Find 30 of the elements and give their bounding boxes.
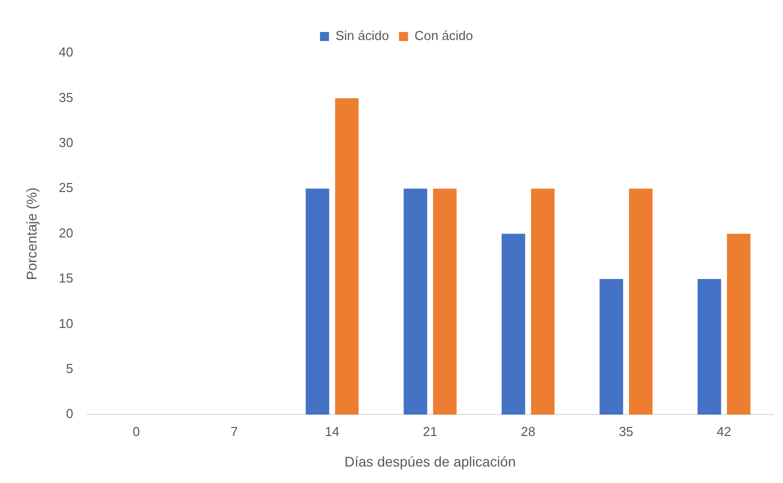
bar (531, 188, 555, 415)
y-tick-label: 20 (58, 225, 74, 240)
bar (306, 188, 330, 415)
bar (726, 234, 750, 415)
x-tick-label: 14 (324, 424, 340, 439)
x-axis-title: Días despúes de aplicación (344, 453, 516, 470)
bar (335, 98, 359, 415)
bar (404, 188, 428, 415)
y-tick-label: 5 (66, 360, 74, 376)
bar (600, 279, 624, 415)
x-tick-label: 28 (520, 424, 536, 439)
bar (502, 234, 526, 415)
x-tick-label: 21 (422, 424, 438, 439)
y-tick-label: 40 (58, 44, 74, 60)
y-tick-label: 15 (58, 270, 74, 286)
y-tick-label: 30 (58, 134, 74, 150)
bar (698, 279, 722, 415)
x-tick-label: 35 (618, 424, 634, 439)
legend-label: Sin ácido (335, 28, 389, 44)
x-tick-label: 42 (716, 424, 732, 439)
x-tick-label: 0 (132, 424, 140, 439)
y-tick-label: 10 (58, 316, 74, 331)
y-tick-label: 35 (58, 90, 74, 105)
bar (433, 188, 457, 415)
bar (628, 188, 653, 415)
legend-label: Con ácido (414, 28, 474, 44)
y-tick-label: 0 (66, 406, 74, 422)
x-tick-label: 7 (230, 424, 238, 439)
y-axis-title: Porcentaje (%) (23, 188, 40, 280)
y-tick-label: 25 (58, 180, 74, 196)
